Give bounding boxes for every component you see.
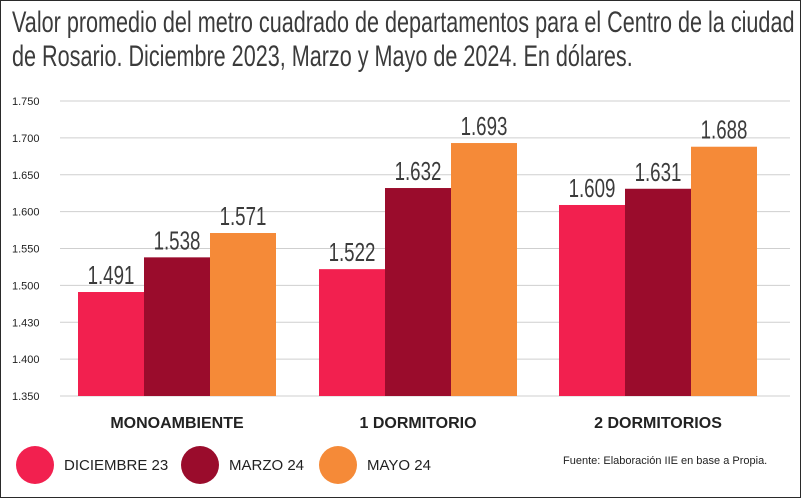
bar-dic23	[319, 269, 385, 396]
x-category-label: 1 DORMITORIO	[359, 415, 476, 432]
y-tick-label: 1.750	[12, 96, 40, 108]
data-label: 1.688	[701, 115, 748, 145]
legend-item-dic23: DICIEMBRE 23	[16, 445, 168, 485]
y-tick-label: 1.700	[12, 133, 40, 145]
data-label: 1.522	[329, 237, 376, 267]
x-category-label: 2 DORMITORIOS	[594, 415, 722, 432]
x-category-label: MONOAMBIENTE	[110, 415, 244, 432]
bar-dic23	[78, 292, 144, 396]
data-label: 1.632	[395, 156, 442, 186]
bar-may24	[691, 146, 757, 396]
legend-label-mar24: MARZO 24	[229, 456, 305, 474]
legend-item-may24: MAYO 24	[319, 445, 431, 485]
data-label: 1.571	[220, 201, 267, 231]
legend-item-mar24: MARZO 24	[181, 445, 304, 485]
legend-swatch-dic23	[16, 446, 54, 484]
bar-mar24	[144, 257, 210, 396]
source-note: Fuente: Elaboración IIE en base a Propia…	[563, 455, 768, 467]
y-tick-label: 1.550	[12, 244, 40, 256]
bar-may24	[210, 233, 276, 396]
y-tick-label: 1.350	[12, 391, 40, 403]
data-label: 1.609	[569, 173, 616, 203]
data-label: 1.631	[635, 157, 682, 187]
legend-label-may24: MAYO 24	[367, 456, 431, 474]
bar-mar24	[385, 188, 451, 396]
y-tick-label: 1.430	[12, 317, 40, 329]
bar-may24	[451, 143, 517, 396]
y-tick-label: 1.650	[12, 170, 40, 182]
chart-title-line-2: de Rosario. Diciembre 2023, Marzo y Mayo…	[12, 40, 633, 73]
bar-mar24	[625, 188, 691, 396]
y-tick-label: 1.400	[12, 354, 40, 366]
legend-swatch-mar24	[181, 446, 219, 484]
data-label: 1.538	[154, 225, 201, 255]
y-tick-label: 1.600	[12, 207, 40, 219]
legend-label-dic23: DICIEMBRE 23	[64, 456, 169, 474]
bar-dic23	[559, 204, 625, 396]
data-label: 1.491	[88, 260, 135, 290]
legend-swatch-may24	[319, 446, 357, 484]
data-label: 1.693	[461, 111, 508, 141]
y-tick-label: 1.500	[12, 280, 40, 292]
